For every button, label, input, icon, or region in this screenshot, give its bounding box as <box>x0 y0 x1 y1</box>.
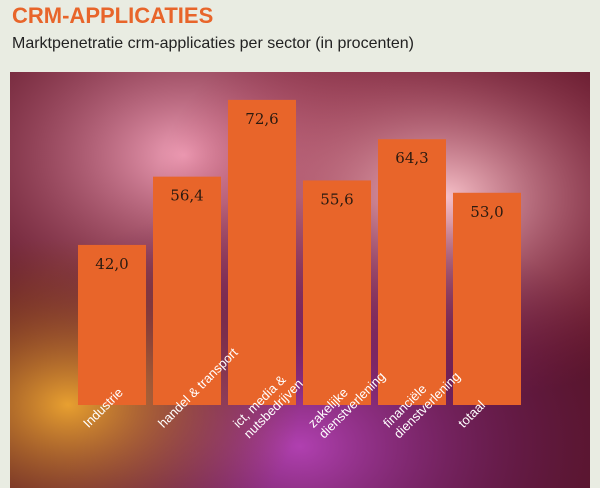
value-label: 56,4 <box>170 187 203 205</box>
value-label: 53,0 <box>470 203 503 221</box>
bar <box>303 180 371 405</box>
bar <box>453 192 521 405</box>
value-label: 42,0 <box>95 255 128 273</box>
bar <box>153 176 221 405</box>
value-label: 72,6 <box>245 110 278 128</box>
bar <box>228 99 296 405</box>
chart-title: CRM-APPLICATIES <box>12 3 214 28</box>
bar <box>378 139 446 405</box>
chart-subtitle: Marktpenetratie crm-applicaties per sect… <box>12 35 414 52</box>
bar <box>78 244 146 405</box>
value-label: 64,3 <box>395 149 428 167</box>
value-label: 55,6 <box>320 190 353 208</box>
